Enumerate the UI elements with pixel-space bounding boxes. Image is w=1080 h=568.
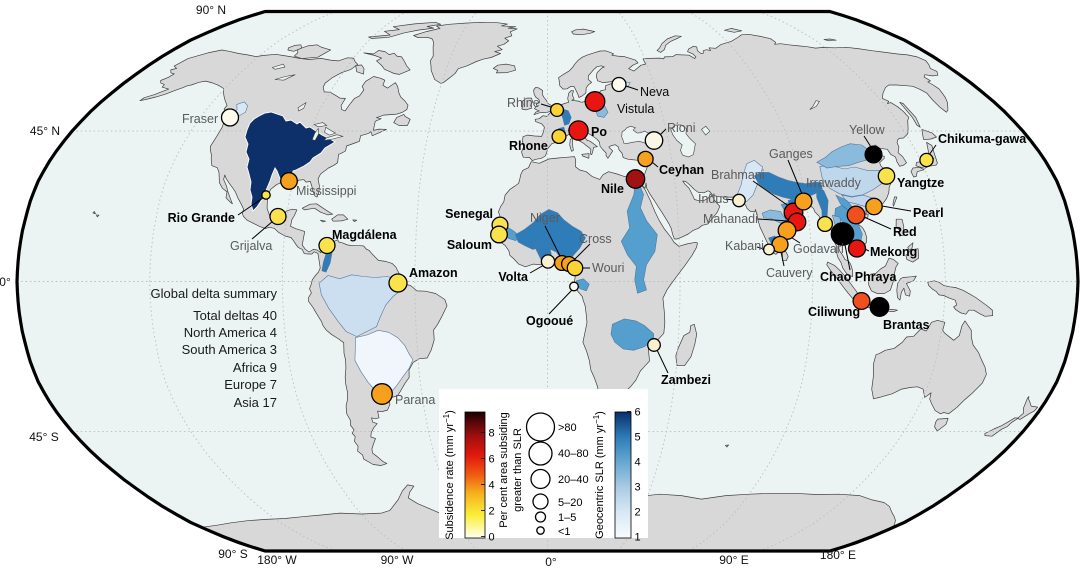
svg-text:5: 5 [635,432,641,444]
svg-text:Magdálena: Magdálena [332,228,398,242]
svg-text:Rioni: Rioni [667,121,696,135]
svg-text:Irrawaddy: Irrawaddy [806,176,862,190]
svg-text:Rhone: Rhone [509,139,548,153]
svg-text:Rio Grande: Rio Grande [168,211,235,225]
svg-text:Asia 17: Asia 17 [234,395,277,410]
svg-text:Cross: Cross [579,232,612,246]
svg-text:2: 2 [635,507,641,519]
svg-text:Volta: Volta [498,270,529,284]
svg-text:Brahmani: Brahmani [711,168,765,182]
svg-text:40–80: 40–80 [558,448,589,460]
svg-text:Grijalva: Grijalva [230,239,272,253]
svg-text:Rhine: Rhine [507,96,540,110]
svg-text:6: 6 [489,454,495,466]
svg-text:North America 4: North America 4 [184,325,277,340]
svg-text:Niger: Niger [530,211,560,225]
svg-text:Ciliwung: Ciliwung [808,305,860,319]
svg-text:Neva: Neva [640,85,669,99]
svg-text:Red: Red [893,225,917,239]
svg-text:0°: 0° [0,275,11,289]
svg-text:Subsidence rate (mm yr−1): Subsidence rate (mm yr−1) [442,410,457,540]
svg-text:Vistula: Vistula [617,102,654,116]
svg-text:4: 4 [489,480,495,492]
svg-text:0°: 0° [545,555,557,568]
svg-text:Mississippi: Mississippi [296,184,356,198]
svg-text:3: 3 [635,482,641,494]
svg-text:Chikuma-gawa: Chikuma-gawa [938,132,1027,146]
svg-text:>80: >80 [558,422,577,434]
svg-text:45° N: 45° N [30,124,60,138]
svg-text:Yellow: Yellow [849,123,886,137]
svg-text:180° E: 180° E [820,548,856,562]
svg-text:Chao Phraya: Chao Phraya [820,270,897,284]
svg-text:Nile: Nile [601,182,624,196]
svg-text:Godavari: Godavari [793,242,844,256]
svg-text:greater than SLR: greater than SLR [512,428,524,512]
svg-text:8: 8 [489,428,495,440]
svg-text:5–20: 5–20 [558,497,582,509]
svg-text:Kabani: Kabani [725,239,764,253]
svg-text:Amazon: Amazon [409,266,458,280]
svg-text:Ogooué: Ogooué [526,314,573,328]
svg-text:0: 0 [489,532,495,544]
svg-text:Wouri: Wouri [592,261,624,275]
svg-text:90° W: 90° W [381,553,414,567]
svg-text:Parana: Parana [395,393,435,407]
svg-text:Senegal: Senegal [445,207,493,221]
svg-text:45° S: 45° S [29,430,58,444]
svg-text:Ceyhan: Ceyhan [659,163,704,177]
svg-text:Saloum: Saloum [447,238,492,252]
svg-text:90° N: 90° N [196,3,226,17]
svg-text:Geocentric SLR (mm yr−1): Geocentric SLR (mm yr−1) [592,411,607,539]
svg-text:South America 3: South America 3 [182,342,277,357]
svg-text:20–40: 20–40 [558,474,589,486]
svg-text:Europe 7: Europe 7 [224,377,277,392]
svg-text:Po: Po [591,125,607,139]
svg-text:180° W: 180° W [257,553,297,567]
svg-text:1–5: 1–5 [558,512,576,524]
svg-text:90° S: 90° S [218,547,247,561]
svg-text:90° E: 90° E [719,553,748,567]
svg-text:Mekong: Mekong [870,245,917,259]
svg-text:Mahanadi: Mahanadi [703,212,758,226]
svg-text:Africa 9: Africa 9 [233,360,277,375]
svg-text:4: 4 [635,457,641,469]
svg-text:Pearl: Pearl [913,206,944,220]
svg-text:Ganges: Ganges [769,147,813,161]
svg-text:Global delta summary: Global delta summary [151,286,278,301]
svg-text:Zambezi: Zambezi [661,373,711,387]
svg-text:Fraser: Fraser [182,112,218,126]
svg-text:<1: <1 [558,526,571,538]
svg-text:Indus: Indus [698,192,729,206]
svg-text:Brantas: Brantas [883,318,930,332]
svg-text:Cauvery: Cauvery [766,266,813,280]
svg-text:2: 2 [489,506,495,518]
svg-text:Per cent area subsiding: Per cent area subsiding [498,412,510,528]
svg-text:1: 1 [635,532,641,544]
svg-text:6: 6 [635,407,641,419]
svg-text:Total deltas 40: Total deltas 40 [193,308,277,323]
svg-text:Yangtze: Yangtze [897,176,944,190]
